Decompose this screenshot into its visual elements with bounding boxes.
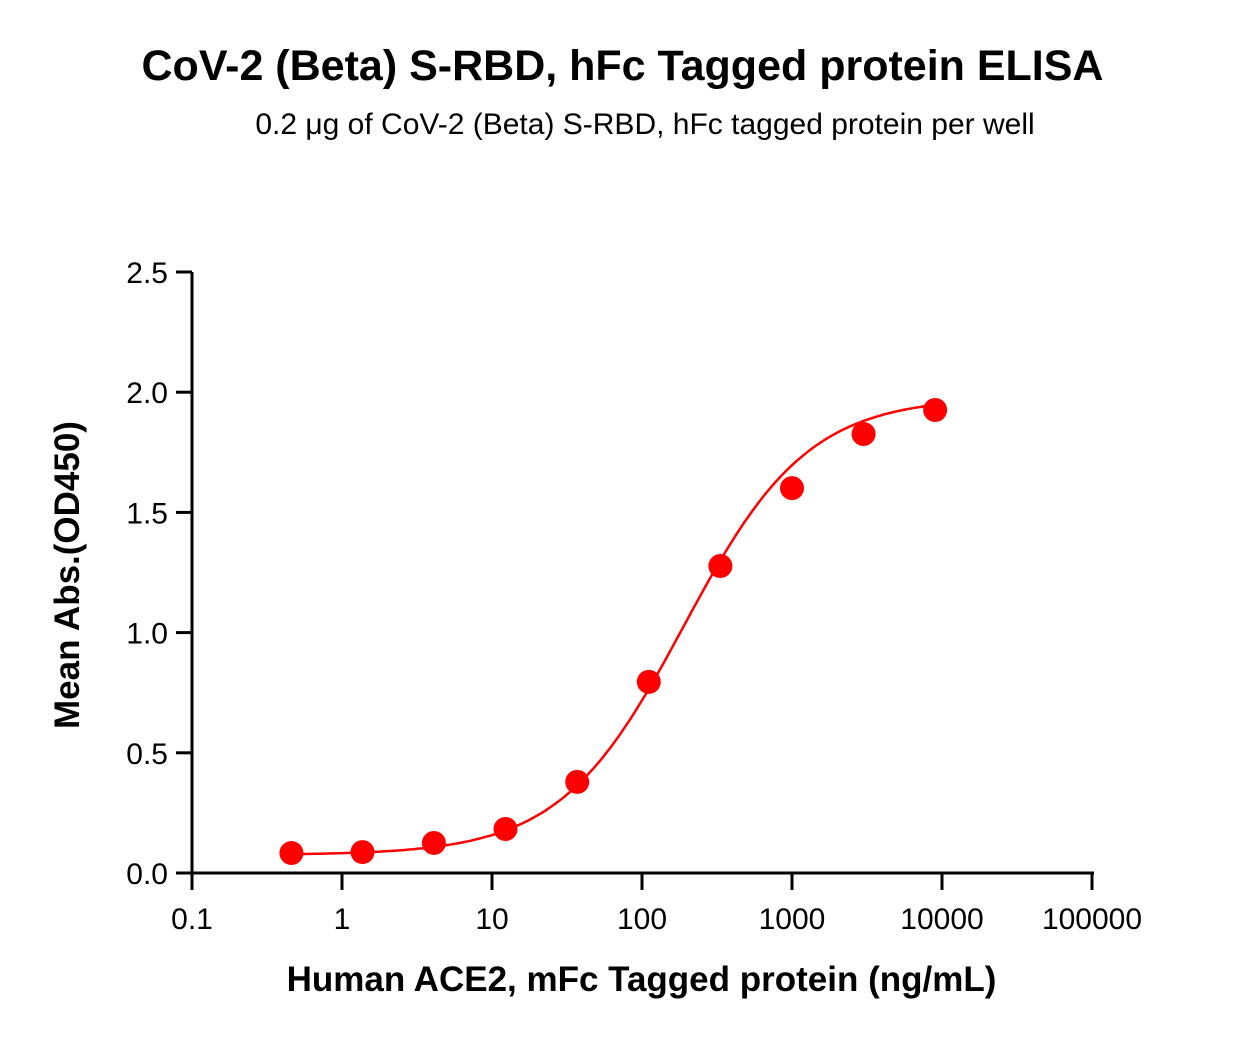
data-point (851, 422, 876, 447)
y-tick-label: 2.0 (126, 377, 168, 410)
data-point (565, 769, 590, 794)
chart-subtitle: 0.2 μg of CoV-2 (Beta) S-RBD, hFc tagged… (255, 108, 1035, 141)
x-tick-label: 1000 (759, 903, 826, 936)
x-tick-label: 1 (334, 903, 351, 936)
x-tick-label: 10000 (900, 903, 983, 936)
x-tick-label: 10 (475, 903, 508, 936)
y-tick-label: 1.0 (126, 618, 168, 651)
x-axis-label: Human ACE2, mFc Tagged protein (ng/mL) (286, 960, 997, 999)
data-point (350, 840, 375, 865)
axes: 0.0 0.5 1.0 1.5 2.0 2.5 0.1 1 10 100 1000 10000 1000… (126, 257, 1142, 936)
data-point (493, 817, 518, 842)
data-point (279, 841, 304, 866)
x-tick-label: 0.1 (171, 903, 213, 936)
data-point (421, 830, 446, 855)
chart-title: CoV-2 (Beta) S-RBD, hFc Tagged protein E… (141, 42, 1104, 90)
x-tick-label: 100 (617, 903, 667, 936)
y-tick-label: 1.5 (126, 497, 168, 530)
data-point (636, 669, 661, 694)
y-tick-label: 2.5 (126, 257, 168, 290)
x-tick-label: 100000 (1042, 903, 1142, 936)
fit-curve (291, 403, 936, 856)
data-point (780, 476, 804, 501)
data-point (708, 554, 733, 579)
data-points (279, 397, 948, 866)
y-tick-label: 0.5 (126, 738, 168, 771)
y-tick-label: 0.0 (126, 858, 168, 891)
data-point (923, 397, 948, 422)
